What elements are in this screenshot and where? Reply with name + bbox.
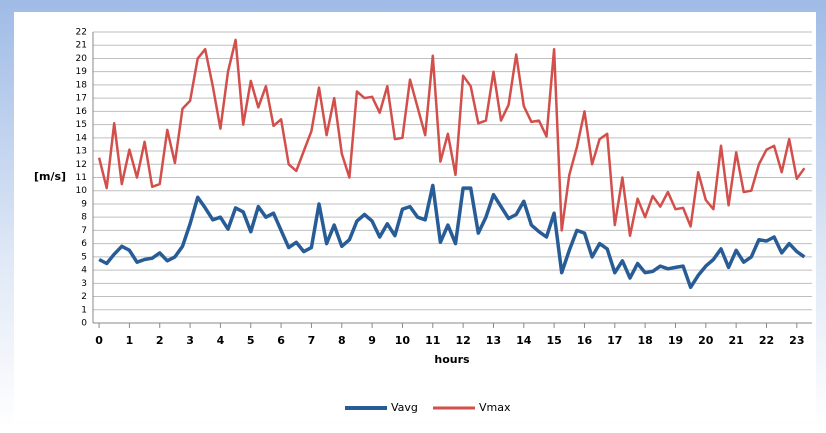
x-tick-label: 1	[126, 334, 134, 347]
y-tick-label: 19	[76, 67, 88, 77]
x-tick-label: 22	[759, 334, 774, 347]
x-tick-label: 5	[247, 334, 255, 347]
y-tick-label: 16	[76, 107, 88, 117]
x-tick-label: 23	[789, 334, 804, 347]
x-tick-label: 17	[607, 334, 622, 347]
x-tick-label: 12	[455, 334, 470, 347]
x-tick-label: 2	[156, 334, 164, 347]
x-tick-label: 10	[395, 334, 411, 347]
x-tick-label: 16	[577, 334, 593, 347]
y-tick-label: 22	[76, 28, 87, 38]
y-tick-label: 13	[76, 147, 87, 157]
y-tick-label: 15	[76, 120, 87, 130]
x-tick-label: 4	[217, 334, 225, 347]
x-tick-label: 14	[516, 334, 532, 347]
y-tick-label: 11	[76, 173, 87, 183]
y-tick-label: 5	[81, 252, 87, 262]
y-tick-label: 3	[81, 279, 87, 289]
x-tick-label: 6	[277, 334, 285, 347]
y-tick-label: 18	[76, 80, 88, 90]
x-tick-label: 18	[637, 334, 652, 347]
y-tick-label: 2	[81, 292, 87, 302]
x-tick-label: 8	[338, 334, 346, 347]
y-tick-label: 9	[81, 199, 87, 209]
y-tick-label: 4	[81, 266, 87, 276]
y-tick-label: 6	[81, 239, 87, 249]
y-tick-label: 14	[76, 133, 88, 143]
x-tick-label: 9	[368, 334, 376, 347]
y-tick-label: 17	[76, 94, 87, 104]
x-tick-label: 13	[486, 334, 501, 347]
x-axis-label: hours	[434, 353, 470, 366]
y-tick-label: 1	[81, 305, 87, 315]
y-tick-label: 20	[76, 54, 88, 64]
y-tick-label: 21	[76, 41, 87, 51]
y-axis-label: [m/s]	[34, 170, 66, 183]
legend-label: Vmax	[479, 401, 511, 414]
data-line	[97, 38, 806, 237]
x-tick-label: 3	[186, 334, 194, 347]
y-tick-label: 0	[81, 319, 87, 329]
x-tick-label: 15	[546, 334, 561, 347]
y-tick-label: 12	[76, 160, 87, 170]
y-tick-label: 7	[81, 226, 87, 236]
data-line	[98, 183, 806, 290]
y-tick-label: 10	[76, 186, 88, 196]
x-tick-label: 21	[728, 334, 743, 347]
x-tick-label: 7	[308, 334, 316, 347]
x-tick-label: 0	[95, 334, 103, 347]
x-tick-label: 11	[425, 334, 440, 347]
x-tick-label: 20	[698, 334, 714, 347]
legend-label: Vavg	[391, 401, 418, 414]
x-tick-label: 19	[668, 334, 683, 347]
y-tick-label: 8	[81, 213, 87, 223]
